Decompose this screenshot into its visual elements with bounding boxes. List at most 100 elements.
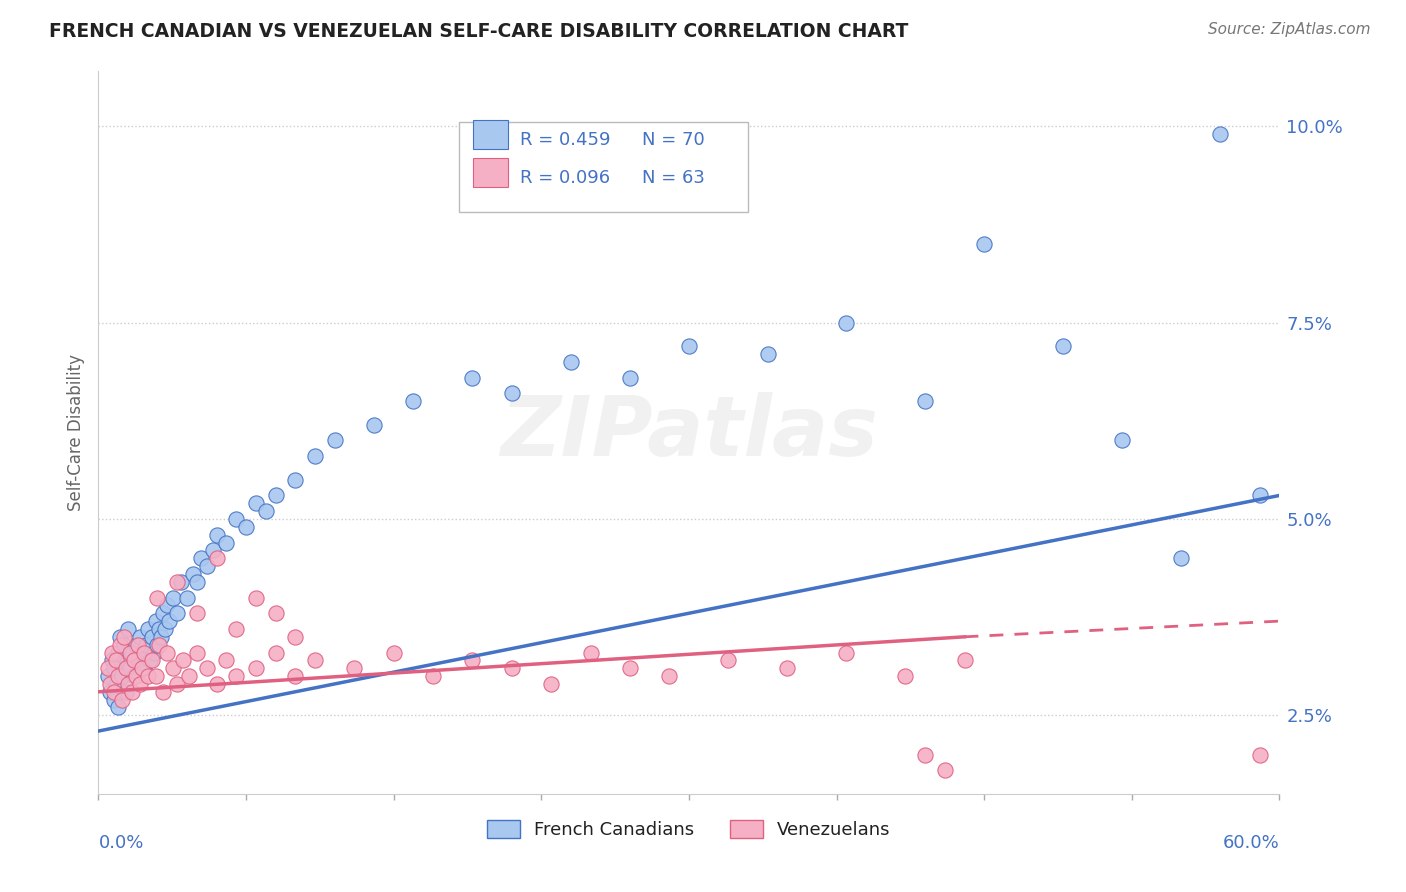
Point <box>245 496 267 510</box>
Text: ZIPatlas: ZIPatlas <box>501 392 877 473</box>
Point <box>166 574 188 589</box>
Legend: French Canadians, Venezuelans: French Canadians, Venezuelans <box>479 813 898 847</box>
Point <box>205 677 228 691</box>
Point <box>205 527 228 541</box>
Point <box>118 646 141 660</box>
Point <box>402 394 425 409</box>
Point <box>1249 747 1271 762</box>
Point <box>108 630 131 644</box>
Point <box>170 574 193 589</box>
Point <box>115 661 138 675</box>
Point <box>128 677 150 691</box>
Point <box>914 394 936 409</box>
Point <box>254 504 277 518</box>
Point <box>264 607 287 621</box>
Point <box>1249 488 1271 502</box>
Point <box>162 661 184 675</box>
Point <box>186 574 208 589</box>
Point <box>103 685 125 699</box>
Point <box>105 653 128 667</box>
Point <box>136 669 159 683</box>
Point <box>105 677 128 691</box>
Point <box>146 638 169 652</box>
Point <box>304 653 326 667</box>
Point <box>190 551 212 566</box>
Point <box>101 653 124 667</box>
Point <box>382 646 405 660</box>
Point <box>619 370 641 384</box>
Point <box>756 347 779 361</box>
Point <box>125 669 148 683</box>
Point <box>658 669 681 683</box>
Point <box>235 520 257 534</box>
Point <box>215 653 238 667</box>
Point <box>157 614 180 628</box>
Point <box>461 653 484 667</box>
Point <box>97 661 120 675</box>
Point <box>111 692 134 706</box>
Point <box>501 386 523 401</box>
Text: N = 70: N = 70 <box>641 131 704 149</box>
Point <box>98 685 121 699</box>
Point <box>225 512 247 526</box>
Point <box>156 646 179 660</box>
Text: 0.0%: 0.0% <box>98 834 143 852</box>
Point <box>835 646 858 660</box>
Point <box>162 591 184 605</box>
Point <box>156 599 179 613</box>
Point <box>125 638 148 652</box>
Point <box>117 622 139 636</box>
Point <box>284 669 307 683</box>
Point <box>934 764 956 778</box>
Point <box>142 646 165 660</box>
Point <box>973 237 995 252</box>
Y-axis label: Self-Care Disability: Self-Care Disability <box>66 354 84 511</box>
Point <box>245 591 267 605</box>
Point <box>127 653 149 667</box>
Point <box>135 638 157 652</box>
Point <box>894 669 917 683</box>
Point <box>1052 339 1074 353</box>
Point <box>1170 551 1192 566</box>
Point <box>122 669 145 683</box>
Point <box>146 591 169 605</box>
Point <box>117 677 139 691</box>
Point <box>118 661 141 675</box>
Point <box>97 669 120 683</box>
Point <box>101 646 124 660</box>
Point <box>323 434 346 448</box>
Point <box>245 661 267 675</box>
Point <box>560 355 582 369</box>
Point <box>132 661 155 675</box>
Point <box>150 630 173 644</box>
Point <box>1111 434 1133 448</box>
Point <box>172 653 194 667</box>
Point <box>141 630 163 644</box>
Point <box>619 661 641 675</box>
Point <box>215 535 238 549</box>
Point <box>304 449 326 463</box>
Point <box>112 630 135 644</box>
Point <box>914 747 936 762</box>
Point <box>132 646 155 660</box>
Point <box>112 638 135 652</box>
Point <box>145 614 167 628</box>
Point <box>264 646 287 660</box>
Point <box>186 646 208 660</box>
Point <box>225 622 247 636</box>
Point <box>155 622 177 636</box>
Text: FRENCH CANADIAN VS VENEZUELAN SELF-CARE DISABILITY CORRELATION CHART: FRENCH CANADIAN VS VENEZUELAN SELF-CARE … <box>49 22 908 41</box>
Point <box>141 653 163 667</box>
Point <box>678 339 700 353</box>
Point <box>166 677 188 691</box>
Point <box>181 566 204 581</box>
Point <box>177 669 200 683</box>
Point <box>128 630 150 644</box>
Point <box>363 417 385 432</box>
Point <box>103 692 125 706</box>
Point <box>461 370 484 384</box>
Point <box>717 653 740 667</box>
Point <box>111 669 134 683</box>
Point <box>195 661 218 675</box>
Point <box>284 630 307 644</box>
